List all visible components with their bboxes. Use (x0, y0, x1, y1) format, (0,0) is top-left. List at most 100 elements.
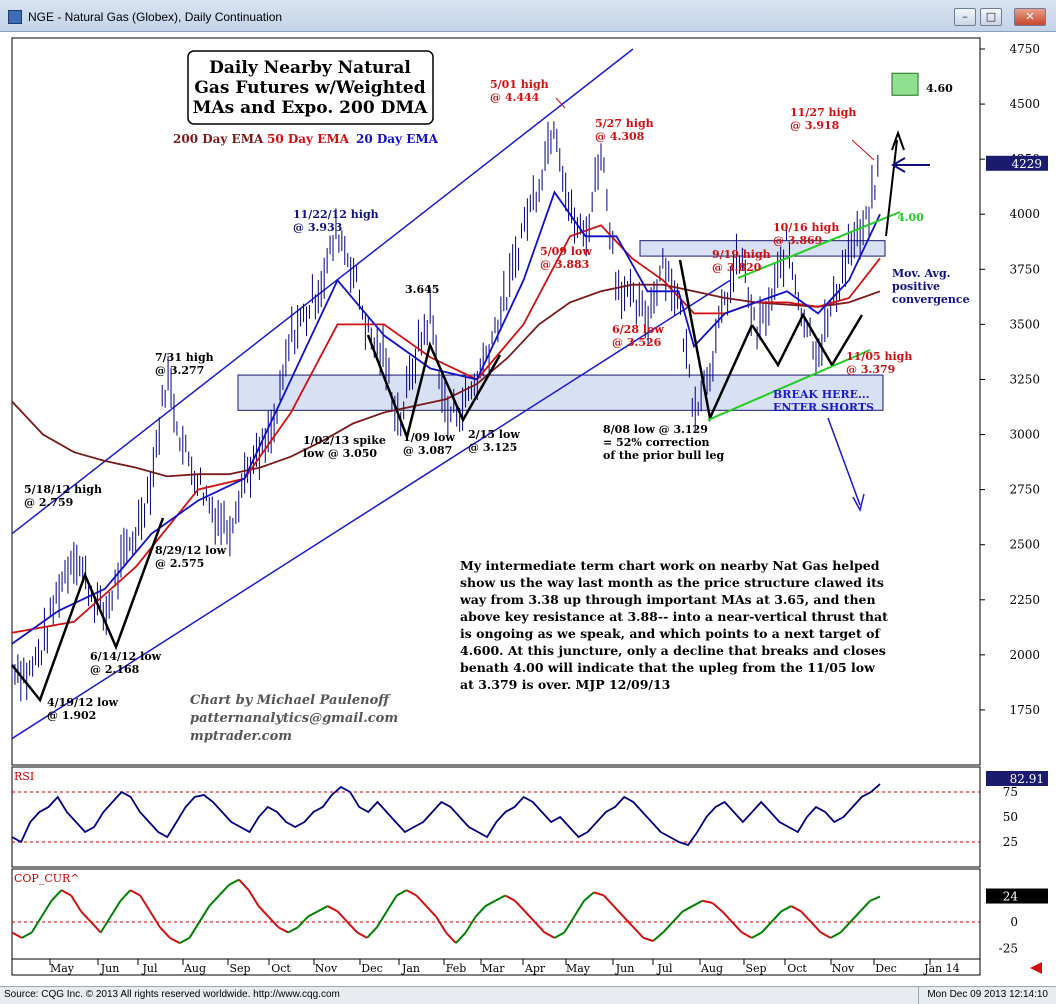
annotation: 5/18/12 high @ 2.759 (24, 483, 102, 509)
last-price-box (986, 155, 1048, 171)
cop-segment (583, 891, 595, 902)
cop-segment (869, 895, 881, 902)
x-tick-label: Jan (401, 962, 420, 975)
cop-panel: COP_CUR^ 0 -25 24 (11, 868, 1048, 960)
resistance-zone (639, 240, 886, 257)
cop-segment (760, 921, 773, 934)
minimize-button[interactable]: – (954, 8, 976, 26)
cop-label: COP_CUR^ (14, 872, 80, 885)
price-pointer-head (891, 157, 906, 173)
price-tick-label: 2750 (1009, 483, 1040, 497)
cop-segment (859, 900, 871, 913)
cop-segment (721, 910, 733, 923)
annotation: 4/19/12 low @ 1.902 (47, 696, 119, 722)
cop-segment (839, 921, 852, 934)
price-tick-label: 3750 (1009, 262, 1040, 276)
legend-ema50: 50 Day EMA (267, 132, 350, 146)
title-line-1: Daily Nearby Natural (209, 58, 411, 78)
support-zone (237, 374, 884, 411)
lower-channel-line (11, 279, 731, 740)
cop-value-box (986, 888, 1048, 904)
cop-segment (119, 889, 132, 902)
axis-background (982, 38, 1056, 959)
x-tick-label: Jun (615, 962, 635, 975)
x-tick-label: Dec (361, 962, 383, 975)
cop-segment (406, 889, 417, 897)
cop-segment (652, 931, 664, 942)
annotation: 11/05 high @ 3.379 (846, 350, 912, 376)
cop-segment (425, 905, 437, 918)
annotation: 11/27 high @ 3.918 (790, 106, 856, 132)
x-axis: May Jun Jul Aug Sep Oct Nov Dec Jan Feb Mar Apr May J… (11, 958, 1042, 976)
x-tick-label: Aug (700, 962, 723, 975)
pattern-line (11, 517, 165, 703)
annotation: BREAK HERE... ENTER SHORTS (773, 388, 874, 414)
window-title: NGE - Natural Gas (Globex), Daily Contin… (28, 10, 283, 24)
cop-segment (790, 905, 802, 913)
annotation: 8/29/12 low @ 2.575 (155, 544, 227, 570)
cop-segment (11, 931, 23, 939)
annotation: 6/14/12 low @ 2.168 (90, 650, 162, 676)
cop-segment (642, 936, 654, 942)
cop-value-label: 24 (1003, 890, 1019, 904)
cop-segment (544, 931, 555, 939)
cop-segment (70, 894, 82, 912)
green-trendline-lower (707, 349, 871, 421)
cop-segment (662, 921, 674, 934)
rsi-value-box (986, 771, 1048, 786)
cop-segment (524, 910, 536, 923)
cop-segment (622, 915, 635, 928)
restore-button[interactable]: □ (980, 8, 1002, 26)
rsi-label: RSI (14, 770, 34, 783)
title-line-2: Gas Futures w/Weighted (194, 78, 425, 98)
price-tick-label: 2250 (1009, 593, 1040, 607)
cop-segment (514, 900, 526, 913)
x-tick-label: May (50, 962, 75, 975)
annotation: 6/28 low @ 3.526 (612, 323, 664, 349)
cop-segment (563, 916, 576, 934)
cop-segment (198, 905, 211, 923)
commentary-line: 4.600. At this juncture, only a decline … (460, 643, 886, 658)
close-button[interactable]: ✕ (1014, 8, 1046, 26)
down-arrowhead (852, 493, 865, 513)
commentary-line: above key resistance at 3.88-- into a ne… (460, 609, 888, 624)
up-arrow (885, 139, 898, 237)
cop-segment (603, 894, 615, 907)
price-tick-label: 2000 (1009, 648, 1040, 662)
cop-segment (267, 915, 280, 928)
x-tick-label: Jul (656, 962, 672, 975)
legend-ema200: 200 Day EMA (173, 132, 264, 146)
cop-segment (534, 921, 546, 934)
legend-ema20: 20 Day EMA (356, 132, 439, 146)
x-tick-label: Aug (183, 962, 206, 975)
cop-segment (731, 921, 743, 934)
annotation: 5/01 high @ 4.444 (490, 78, 549, 104)
rsi-frame (11, 766, 981, 868)
cop-segment (385, 894, 398, 912)
cop-tick-label: 0 (1010, 915, 1018, 929)
commentary-line: My intermediate term chart work on nearb… (460, 558, 880, 573)
annotation: 2/15 low @ 3.125 (468, 428, 520, 454)
timestamp-text: Mon Dec 09 2013 12:14:10 (927, 989, 1048, 1000)
green-trendline-upper (737, 211, 901, 279)
x-tick-label: Sep (745, 962, 766, 975)
commentary-line: is ongoing as we speak, and which points… (460, 626, 881, 641)
cop-segment (376, 910, 388, 928)
red-pointer-line (851, 139, 875, 161)
cop-segment (129, 889, 141, 897)
price-tick-label: 3250 (1009, 372, 1040, 386)
chart-canvas[interactable]: 4750450042504000375035003250300027502500… (0, 32, 1056, 986)
x-tick-label: May (566, 962, 591, 975)
cop-segment (464, 916, 477, 934)
cop-segment (218, 884, 230, 897)
cop-segment (612, 905, 625, 918)
cop-segment (632, 926, 645, 939)
rsi-tick-label: 50 (1003, 810, 1018, 824)
rsi-panel: RSI 75 50 25 82.91 (11, 766, 1048, 868)
x-tick-label: Dec (875, 962, 897, 975)
x-tick-label: Jan 14 (923, 962, 960, 975)
cop-segment (208, 894, 220, 907)
annotation: 7/31 high @ 3.277 (155, 351, 214, 377)
commentary-line: show us the way last month as the price … (460, 575, 884, 590)
annotation: 3.645 (405, 283, 439, 296)
